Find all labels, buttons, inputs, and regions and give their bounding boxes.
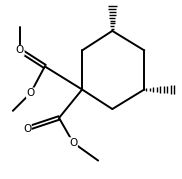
Text: O: O — [23, 124, 31, 134]
Text: O: O — [16, 45, 24, 55]
Text: O: O — [27, 88, 35, 98]
Text: O: O — [69, 138, 77, 148]
